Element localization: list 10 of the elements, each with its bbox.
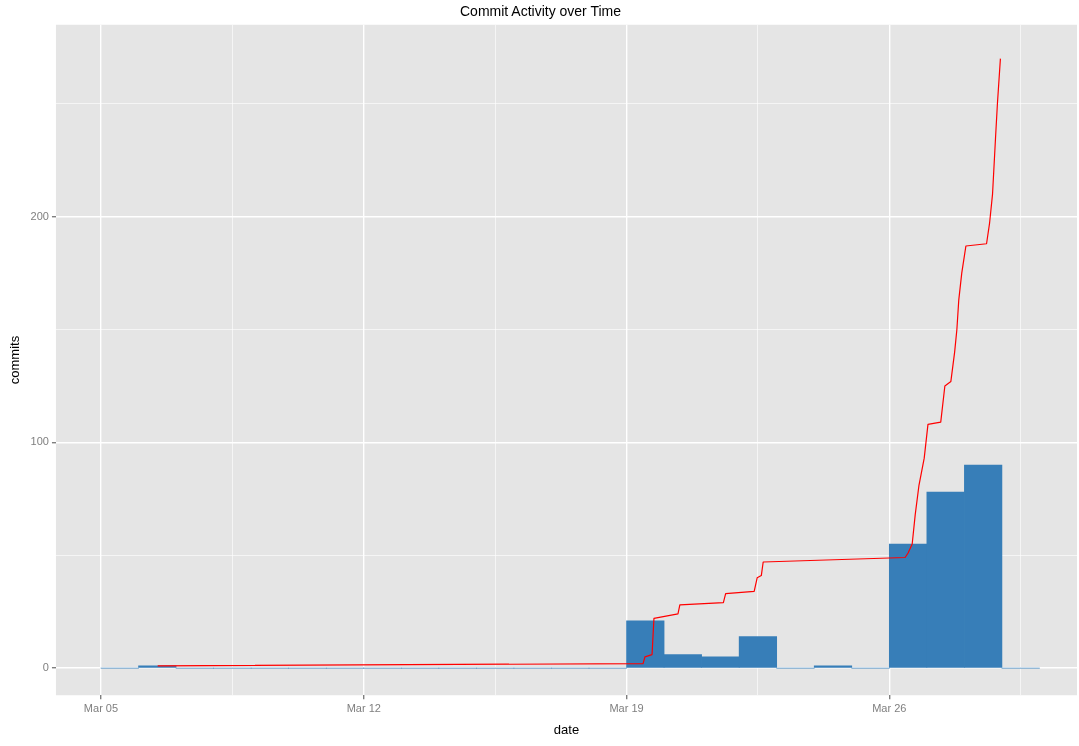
x-axis-title: date xyxy=(553,721,580,737)
x-tick-label: Mar 26 xyxy=(872,701,907,714)
x-tick-label: Mar 12 xyxy=(346,701,381,714)
x-tick-label: Mar 19 xyxy=(609,701,644,714)
y-axis-title: commits xyxy=(7,335,23,385)
y-tick-label: 0 xyxy=(42,661,49,674)
x-tick-label: Mar 05 xyxy=(83,701,119,714)
chart-title: Commit Activity over Time xyxy=(459,3,622,20)
y-tick-label: 100 xyxy=(30,435,49,448)
y-tick-label: 200 xyxy=(30,209,49,222)
